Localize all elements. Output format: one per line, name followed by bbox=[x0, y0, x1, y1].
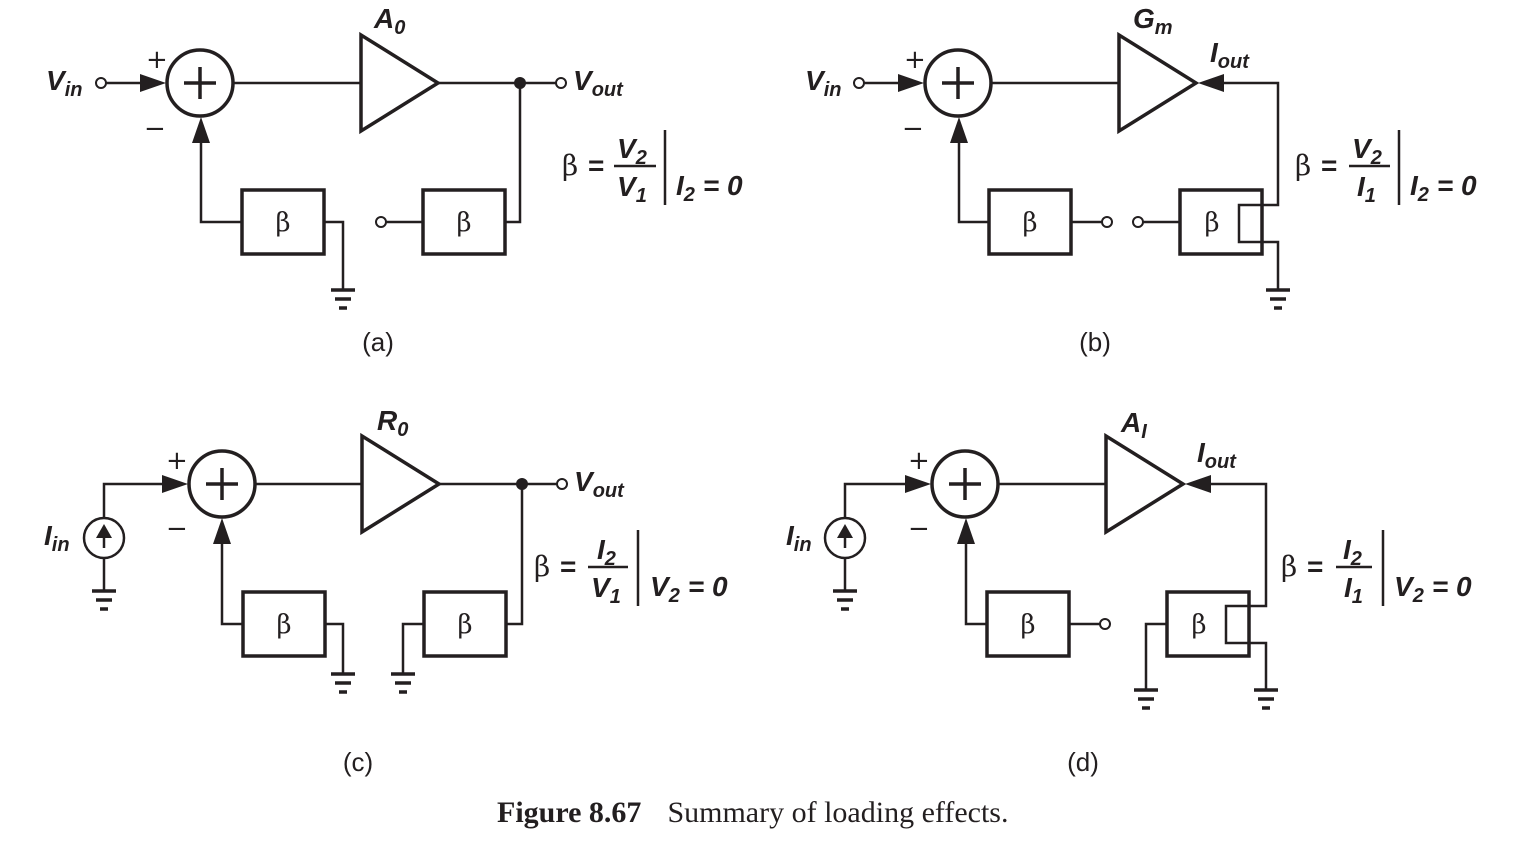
svg-text:I1: I1 bbox=[1357, 171, 1376, 207]
output-label: Vout bbox=[574, 466, 625, 502]
svg-text:I1: I1 bbox=[1344, 572, 1363, 608]
amplifier-label: A0 bbox=[373, 3, 405, 39]
feedback-arrow bbox=[192, 117, 210, 143]
input-terminal bbox=[95, 77, 107, 89]
plus-sign: + bbox=[904, 45, 926, 75]
panel-label: (d) bbox=[1067, 747, 1099, 777]
panel-label: (b) bbox=[1079, 327, 1111, 357]
beta-block-output bbox=[1165, 590, 1251, 658]
svg-text:V2= 0: V2 = 0 bbox=[1394, 571, 1472, 607]
panel-d: Iin + − AI Iout β bbox=[786, 407, 1472, 777]
amplifier-triangle bbox=[359, 31, 442, 135]
svg-text:I2: I2 bbox=[1343, 534, 1362, 570]
input-terminal bbox=[853, 77, 865, 89]
figure-caption: Figure 8.67 Summary of loading effects. bbox=[497, 796, 1008, 829]
svg-text:I2= 0: I2 = 0 bbox=[1410, 170, 1477, 206]
open-terminal bbox=[1099, 618, 1111, 630]
svg-text:β: β bbox=[1281, 550, 1297, 583]
ground-symbol bbox=[92, 589, 116, 611]
panel-c: Iin + − R0 Vout β bbox=[44, 405, 728, 777]
open-terminal bbox=[1132, 216, 1144, 228]
beta-formula: β = V2 V1 I2 = 0 bbox=[562, 130, 743, 207]
ground-symbol bbox=[1254, 688, 1278, 710]
svg-text:V1: V1 bbox=[591, 572, 621, 608]
output-label: Iout bbox=[1197, 437, 1237, 473]
amplifier-label: AI bbox=[1120, 407, 1147, 443]
svg-text:=: = bbox=[1307, 551, 1323, 582]
svg-text:V2: V2 bbox=[1352, 133, 1382, 169]
plus-sign: + bbox=[146, 45, 168, 75]
minus-sign: − bbox=[144, 114, 166, 144]
panel-label: (c) bbox=[343, 747, 373, 777]
minus-sign: − bbox=[902, 114, 924, 144]
panel-a: Vin + − A0 Vout β β bbox=[46, 3, 743, 357]
input-label: Vin bbox=[805, 65, 841, 101]
ground-symbol bbox=[331, 288, 355, 310]
input-label: Iin bbox=[786, 520, 812, 556]
svg-text:V2: V2 bbox=[617, 133, 647, 169]
beta-formula: β = I2 I1 V2 = 0 bbox=[1281, 530, 1472, 608]
output-terminal bbox=[555, 77, 567, 89]
input-arrow bbox=[905, 475, 931, 493]
svg-text:I2: I2 bbox=[597, 534, 616, 570]
svg-text:β: β bbox=[457, 610, 472, 640]
amplifier-triangle bbox=[360, 432, 443, 536]
caption-text: Summary of loading effects. bbox=[667, 796, 1008, 829]
panel-b: Vin + − Gm Iout β β β bbox=[805, 3, 1477, 357]
plus-sign: + bbox=[908, 446, 930, 476]
output-current-arrow bbox=[1198, 74, 1224, 92]
ground-symbol bbox=[391, 672, 415, 694]
output-current-arrow bbox=[1185, 475, 1211, 493]
output-label: Vout bbox=[573, 65, 624, 101]
beta-formula: β = I2 V1 V2 = 0 bbox=[534, 530, 728, 608]
svg-text:β: β bbox=[275, 208, 290, 238]
beta-formula: β = V2 I1 I2 = 0 bbox=[1295, 130, 1477, 207]
svg-text:β: β bbox=[1020, 610, 1035, 640]
output-label: Iout bbox=[1210, 37, 1250, 73]
ground-symbol bbox=[331, 672, 355, 694]
current-sense-port bbox=[1224, 604, 1251, 645]
svg-text:β: β bbox=[456, 208, 471, 238]
svg-text:β: β bbox=[276, 610, 291, 640]
feedback-arrow bbox=[957, 518, 975, 544]
svg-text:=: = bbox=[588, 150, 604, 181]
input-arrow bbox=[898, 74, 924, 92]
svg-text:β: β bbox=[1191, 610, 1206, 640]
amplifier-label: R0 bbox=[377, 405, 408, 441]
minus-sign: − bbox=[908, 514, 930, 544]
input-arrow bbox=[140, 74, 166, 92]
svg-text:I2= 0: I2 = 0 bbox=[676, 170, 743, 206]
input-label: Vin bbox=[46, 65, 82, 101]
ground-symbol bbox=[833, 589, 857, 611]
svg-text:=: = bbox=[560, 551, 576, 582]
input-label: Iin bbox=[44, 520, 70, 556]
amplifier-triangle bbox=[1104, 432, 1187, 536]
plus-sign: + bbox=[166, 446, 188, 476]
amplifier-triangle bbox=[1117, 31, 1200, 135]
current-sense-port bbox=[1237, 203, 1264, 244]
ground-symbol bbox=[1266, 288, 1290, 310]
feedback-arrow bbox=[950, 117, 968, 143]
feedback-arrow bbox=[213, 518, 231, 544]
figure-number: Figure 8.67 bbox=[497, 796, 641, 829]
beta-block-output bbox=[1178, 188, 1264, 256]
svg-text:β: β bbox=[534, 550, 550, 583]
svg-text:β: β bbox=[562, 149, 578, 182]
svg-text:=: = bbox=[1321, 150, 1337, 181]
open-terminal bbox=[1101, 216, 1113, 228]
amplifier-label: Gm bbox=[1133, 3, 1173, 39]
svg-text:β: β bbox=[1022, 208, 1037, 238]
svg-text:V2= 0: V2 = 0 bbox=[650, 571, 728, 607]
svg-text:β: β bbox=[1204, 208, 1219, 238]
output-terminal bbox=[556, 478, 568, 490]
open-terminal bbox=[375, 216, 387, 228]
ground-symbol bbox=[1134, 688, 1158, 710]
minus-sign: − bbox=[166, 514, 188, 544]
panel-label: (a) bbox=[362, 327, 394, 357]
input-arrow bbox=[162, 475, 188, 493]
svg-text:β: β bbox=[1295, 149, 1311, 182]
svg-text:V1: V1 bbox=[617, 171, 647, 207]
